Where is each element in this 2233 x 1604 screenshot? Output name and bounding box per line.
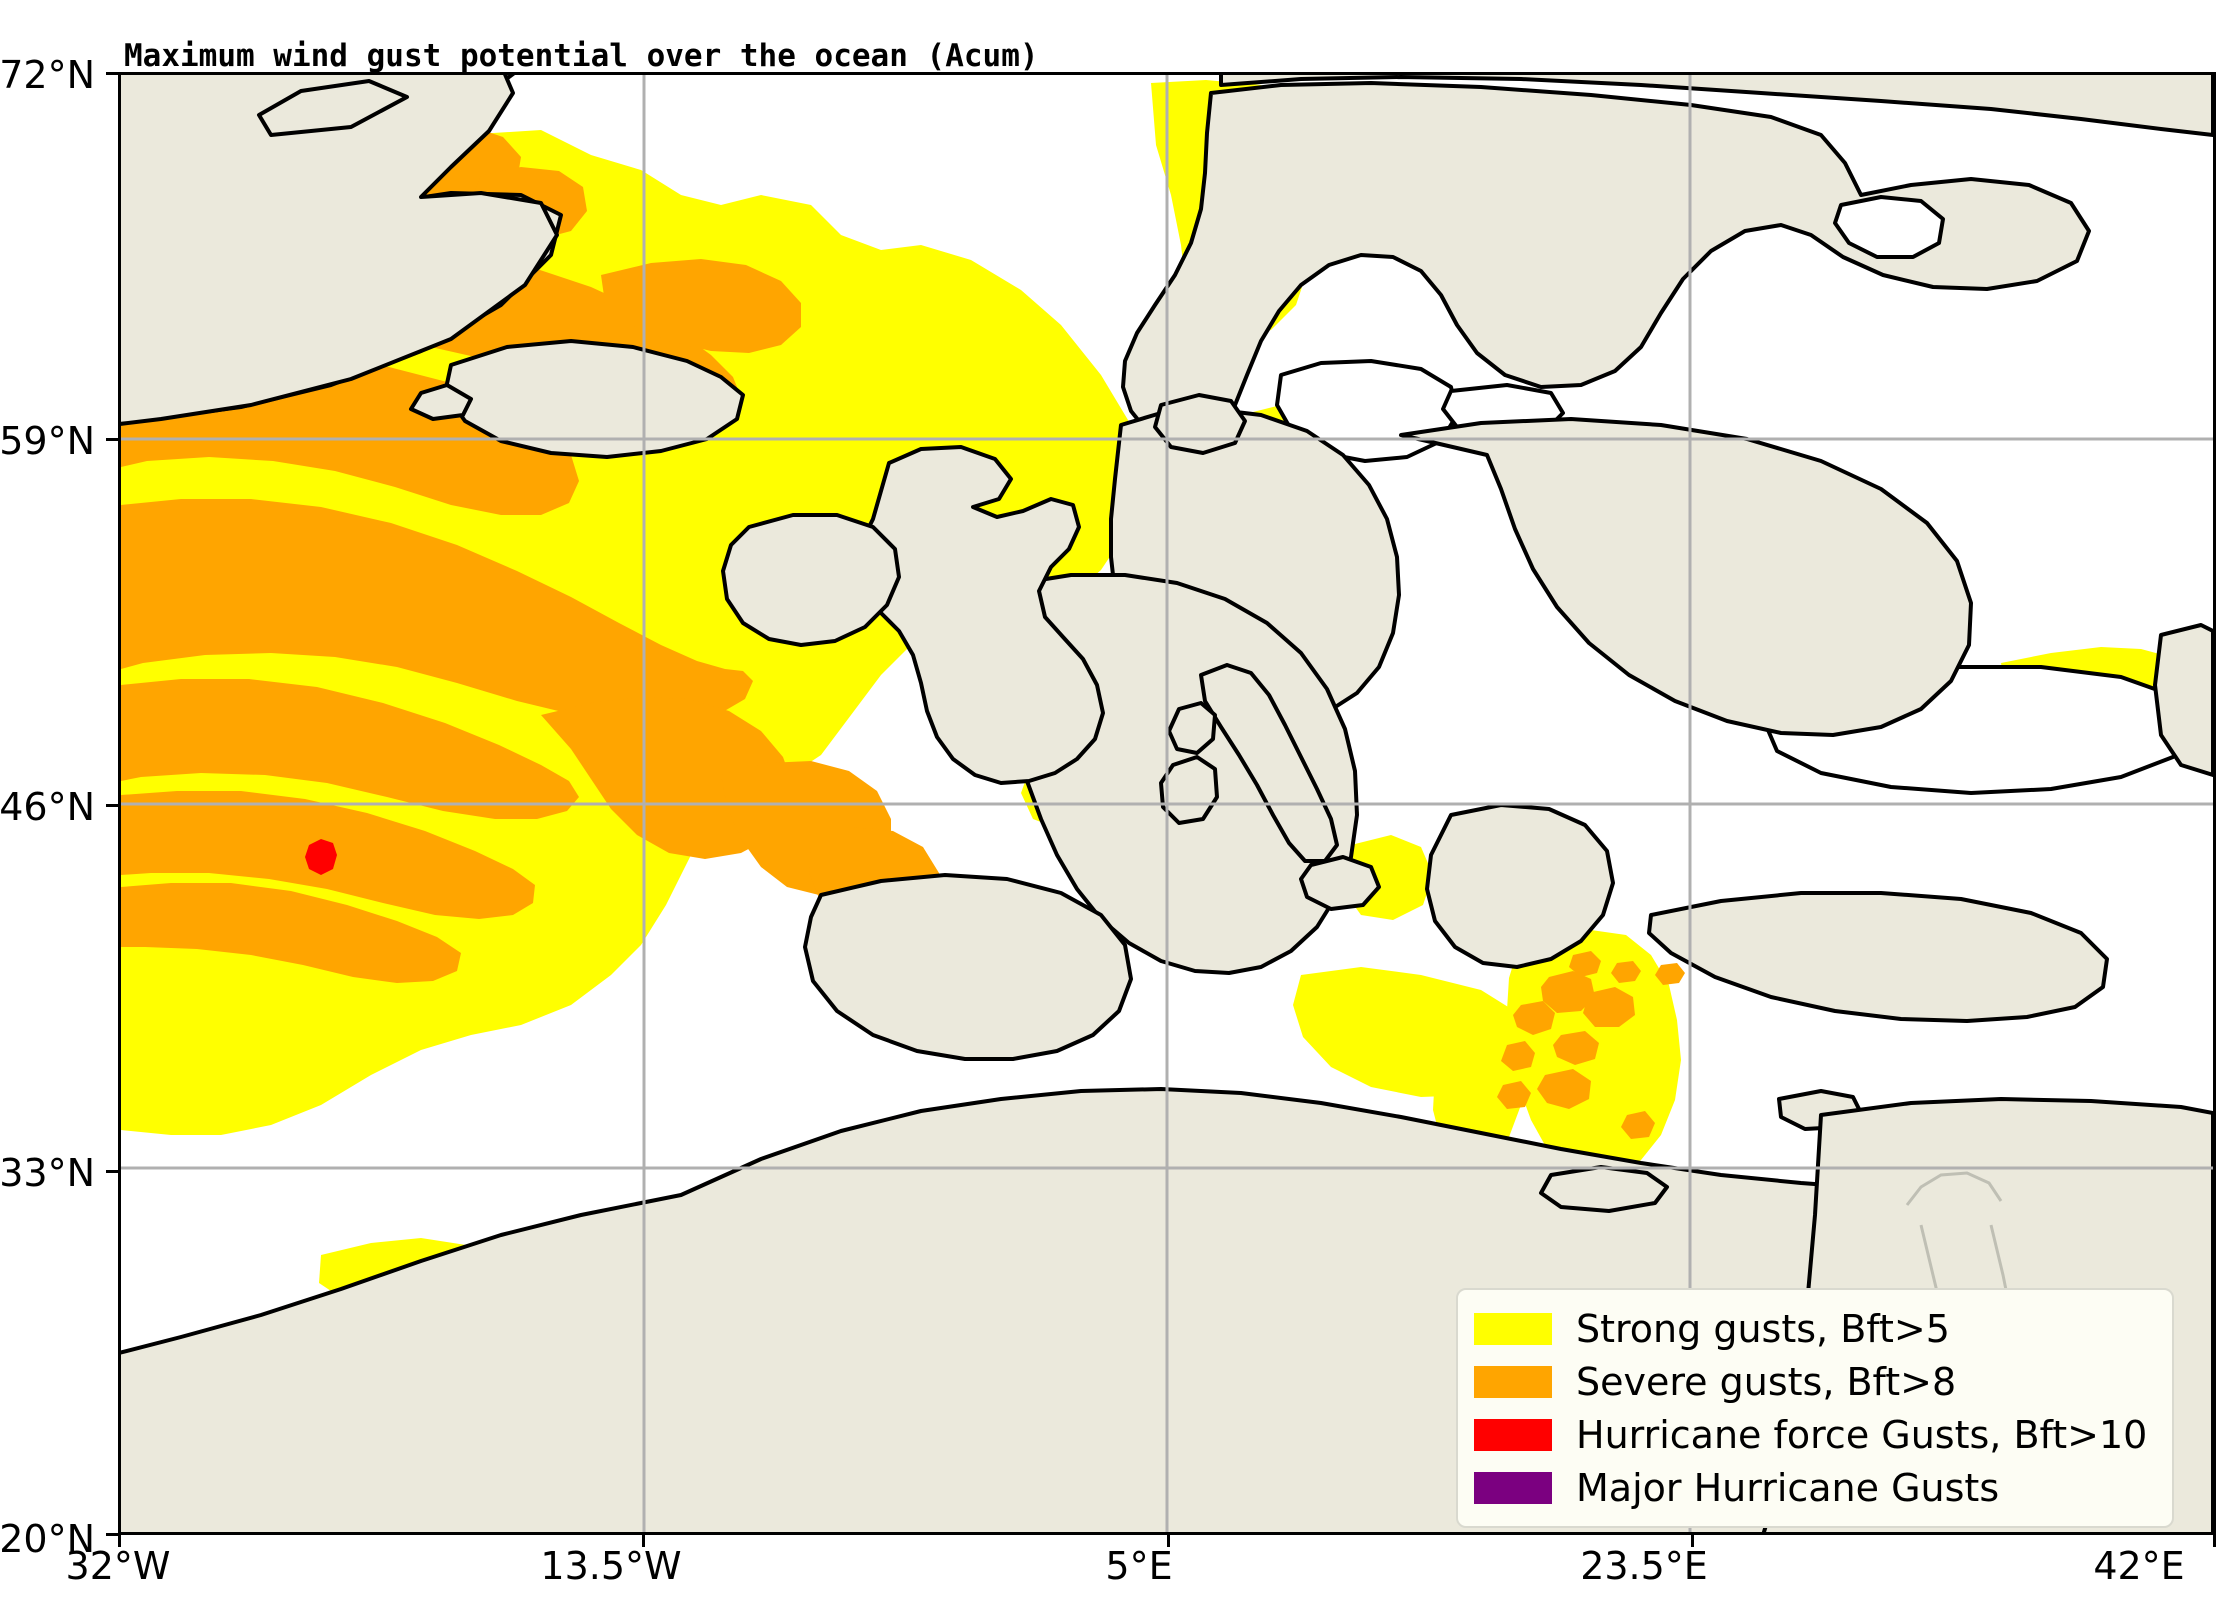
legend: Strong gusts, Bft>5 Severe gusts, Bft>8 … (1456, 1288, 2174, 1528)
x-axis-tick-5e: 5°E (1105, 1544, 1173, 1588)
x-axis-tick-235e: 23.5°E (1580, 1544, 1708, 1588)
legend-item-severe-gusts: Severe gusts, Bft>8 (1474, 1355, 2154, 1408)
x-axis-tick-42e: 42°E (2093, 1544, 2185, 1588)
y-axis-tick-33n: 33°N (0, 1151, 95, 1195)
y-axis-tick-mark (106, 1533, 118, 1536)
legend-item-hurricane-gusts: Hurricane force Gusts, Bft>10 (1474, 1408, 2154, 1461)
legend-label-major-hurricane: Major Hurricane Gusts (1576, 1465, 2000, 1510)
y-axis-tick-59n: 59°N (0, 419, 95, 463)
y-axis-tick-mark (106, 804, 118, 807)
legend-swatch-major-hurricane (1474, 1471, 1552, 1504)
y-axis-tick-mark (106, 72, 118, 75)
y-axis-tick-mark (106, 1170, 118, 1173)
legend-label-hurricane: Hurricane force Gusts, Bft>10 (1576, 1412, 2148, 1457)
x-axis-tick-135w: 13.5°W (540, 1544, 682, 1588)
y-axis-tick-46n: 46°N (0, 785, 95, 829)
x-axis-tick-mark (1691, 1535, 1694, 1547)
hurricane-gust-field (305, 839, 337, 875)
header-line-1: Maximum wind gust potential over the oce… (0, 2, 2233, 110)
header-line-2: ARPEGE 0.1º +18 hours Forecast: Wednesda… (0, 38, 2233, 182)
legend-swatch-hurricane (1474, 1418, 1552, 1451)
y-axis-tick-72n: 72°N (0, 53, 95, 97)
x-axis-tick-mark (1167, 1535, 1170, 1547)
legend-swatch-strong (1474, 1312, 1552, 1345)
x-axis-tick-mark (2213, 1535, 2216, 1547)
legend-item-major-hurricane-gusts: Major Hurricane Gusts (1474, 1461, 2154, 1514)
legend-label-severe: Severe gusts, Bft>8 (1576, 1359, 1957, 1404)
x-axis-tick-mark (642, 1535, 645, 1547)
y-axis-tick-20n: 20°N (0, 1517, 95, 1561)
header: Maximum wind gust potential over the oce… (0, 0, 2233, 182)
legend-label-strong: Strong gusts, Bft>5 (1576, 1306, 1950, 1351)
legend-item-strong-gusts: Strong gusts, Bft>5 (1474, 1302, 2154, 1355)
y-axis-tick-mark (106, 438, 118, 441)
legend-swatch-severe (1474, 1365, 1552, 1398)
x-axis-tick-mark (118, 1535, 121, 1547)
page-title: Maximum wind gust potential over the oce… (124, 38, 1039, 74)
x-axis-tick-32w: 32°W (65, 1544, 171, 1588)
